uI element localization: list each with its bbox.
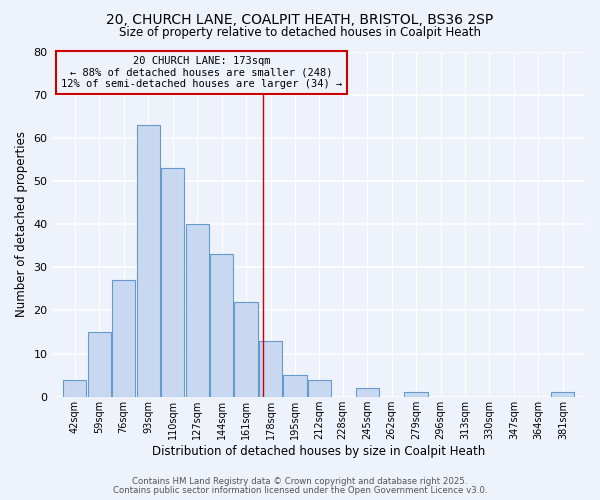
- Bar: [259, 340, 282, 397]
- Bar: [283, 375, 307, 397]
- Bar: [404, 392, 428, 397]
- Bar: [185, 224, 209, 397]
- Y-axis label: Number of detached properties: Number of detached properties: [15, 131, 28, 317]
- Bar: [210, 254, 233, 397]
- X-axis label: Distribution of detached houses by size in Coalpit Heath: Distribution of detached houses by size …: [152, 444, 485, 458]
- Bar: [63, 380, 86, 397]
- Text: 20, CHURCH LANE, COALPIT HEATH, BRISTOL, BS36 2SP: 20, CHURCH LANE, COALPIT HEATH, BRISTOL,…: [106, 12, 494, 26]
- Bar: [308, 380, 331, 397]
- Text: Contains HM Land Registry data © Crown copyright and database right 2025.: Contains HM Land Registry data © Crown c…: [132, 477, 468, 486]
- Bar: [88, 332, 110, 397]
- Bar: [137, 125, 160, 397]
- Bar: [112, 280, 135, 397]
- Bar: [356, 388, 379, 397]
- Text: Size of property relative to detached houses in Coalpit Heath: Size of property relative to detached ho…: [119, 26, 481, 39]
- Bar: [161, 168, 184, 397]
- Text: 20 CHURCH LANE: 173sqm
← 88% of detached houses are smaller (248)
12% of semi-de: 20 CHURCH LANE: 173sqm ← 88% of detached…: [61, 56, 342, 89]
- Bar: [235, 302, 257, 397]
- Bar: [551, 392, 574, 397]
- Text: Contains public sector information licensed under the Open Government Licence v3: Contains public sector information licen…: [113, 486, 487, 495]
